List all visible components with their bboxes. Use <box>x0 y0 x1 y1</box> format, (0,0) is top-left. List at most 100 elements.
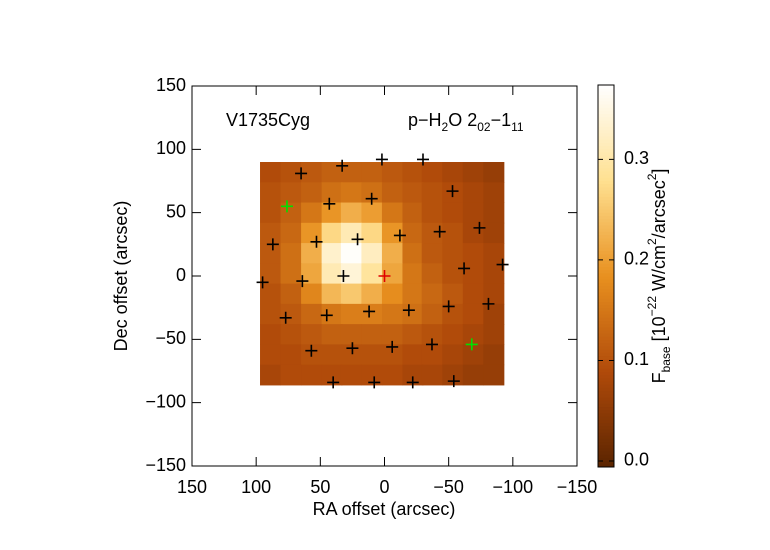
colorbar-step <box>598 400 614 404</box>
heatmap-cell <box>321 283 343 305</box>
label-part: −22 <box>645 296 659 317</box>
heatmap-cell <box>442 303 464 325</box>
heatmap-cell <box>260 222 282 244</box>
colorbar-step <box>598 180 614 185</box>
heatmap-cell <box>301 324 323 345</box>
colorbar-step <box>598 231 614 236</box>
colorbar-step <box>598 406 614 411</box>
colorbar-step <box>598 205 614 210</box>
colorbar-step <box>598 346 614 350</box>
colorbar-step <box>598 94 614 99</box>
label-part: 2 <box>645 173 659 180</box>
heatmap-cell <box>260 283 282 305</box>
colorbar-step <box>598 126 614 131</box>
colorbar-step <box>598 202 614 207</box>
y-axis-label: Dec offset (arcsec) <box>111 201 131 352</box>
heatmap-cell <box>361 222 383 244</box>
label-part: base <box>659 346 673 372</box>
heatmap-cell <box>421 182 443 204</box>
heatmap-cell <box>402 344 424 366</box>
marker <box>266 238 279 251</box>
colorbar-step <box>598 368 614 372</box>
colorbar-step <box>598 393 614 398</box>
x-axis-label: RA offset (arcsec) <box>313 499 456 519</box>
heatmap-cell <box>483 243 505 264</box>
heatmap-cell <box>483 202 505 224</box>
colorbar-step <box>598 371 614 376</box>
colorbar-step <box>598 250 614 255</box>
colorbar-step <box>598 212 614 217</box>
heatmap-cell <box>442 364 464 386</box>
colorbar-step <box>598 333 614 337</box>
heatmap-cell <box>442 222 464 244</box>
heatmap-cell <box>321 182 343 204</box>
marker <box>425 338 438 351</box>
colorbar-step <box>598 403 614 408</box>
colorbar-step <box>598 123 614 127</box>
marker <box>433 225 446 238</box>
heatmap-cell <box>340 182 362 204</box>
colorbar-tick-label: 0.1 <box>624 349 649 369</box>
heatmap-cell <box>280 182 302 204</box>
heatmap-cell <box>483 182 505 204</box>
heatmap-cell <box>280 263 302 285</box>
colorbar-step <box>598 139 614 143</box>
colorbar-step <box>598 151 614 156</box>
colorbar-step <box>598 132 614 137</box>
heatmap-cell <box>301 243 323 264</box>
colorbar-step <box>598 276 614 280</box>
heatmap-cell <box>462 324 484 345</box>
marker <box>351 233 364 246</box>
marker <box>323 197 336 210</box>
heatmap-cell <box>462 162 484 183</box>
marker <box>279 311 292 324</box>
heatmap-cell <box>483 263 505 285</box>
heatmap-cell <box>361 202 383 224</box>
marker <box>442 300 455 313</box>
label-part: 02 <box>477 120 491 134</box>
heatmap-cell <box>361 243 383 264</box>
marker <box>363 305 376 318</box>
heatmap-cell <box>361 283 383 305</box>
colorbar-step <box>598 91 614 96</box>
label-part: O 2 <box>448 110 477 130</box>
heatmap-cell <box>442 162 464 183</box>
colorbar-step <box>598 390 614 395</box>
colorbar-step <box>598 412 614 417</box>
colorbar-step <box>598 110 614 115</box>
colorbar-step <box>598 365 614 369</box>
colorbar-step <box>598 158 614 162</box>
colorbar-step <box>598 218 614 223</box>
heatmap-cell <box>381 283 403 305</box>
colorbar-step <box>598 295 614 299</box>
heatmap-cell <box>421 324 443 345</box>
heatmap-cell <box>402 202 424 224</box>
marker <box>296 275 309 288</box>
heatmap-cell <box>321 364 343 386</box>
heatmap-cell <box>361 344 383 366</box>
heatmap-cell <box>421 303 443 325</box>
heatmap-cell <box>301 364 323 386</box>
colorbar-step <box>598 193 614 197</box>
colorbar-step <box>598 377 614 382</box>
marker <box>256 276 269 289</box>
colorbar-step <box>598 199 614 204</box>
marker <box>365 192 378 205</box>
heatmap-cell <box>381 222 403 244</box>
colorbar-step <box>598 463 614 468</box>
marker <box>346 342 359 355</box>
heatmap-cell <box>483 222 505 244</box>
heatmap-cell <box>260 324 282 345</box>
x-tick-label: 50 <box>310 477 330 497</box>
heatmap-cell <box>340 344 362 366</box>
marker <box>473 221 486 234</box>
heatmap-cell <box>340 364 362 386</box>
colorbar-frame <box>597 84 615 468</box>
line-label: p−H2O 202−111 <box>408 110 524 134</box>
heatmap-cell <box>280 202 302 224</box>
colorbar-tick-label: 0.2 <box>624 249 649 269</box>
heatmap-cell <box>381 162 403 183</box>
colorbar-step <box>598 438 614 443</box>
colorbar-step <box>598 358 614 363</box>
heatmap-cell <box>462 222 484 244</box>
